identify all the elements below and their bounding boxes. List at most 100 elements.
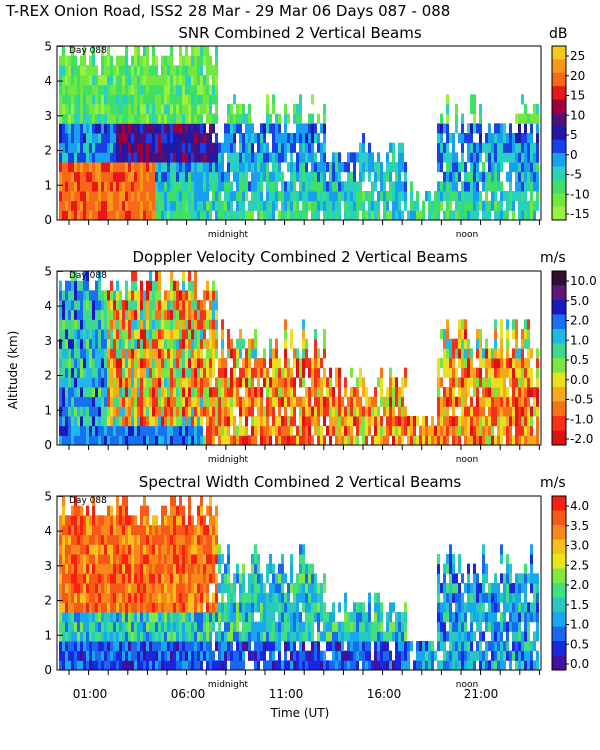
data-cell xyxy=(185,387,188,398)
data-cell xyxy=(515,162,518,173)
data-cell xyxy=(137,113,140,124)
data-cell xyxy=(197,592,200,603)
data-cell xyxy=(167,621,170,632)
data-cell xyxy=(278,425,281,436)
data-cell xyxy=(116,152,119,163)
data-cell xyxy=(320,200,323,211)
data-cell xyxy=(257,425,260,436)
data-cell xyxy=(74,367,77,378)
data-cell xyxy=(89,641,92,652)
data-cell xyxy=(206,319,209,330)
data-cell xyxy=(359,162,362,173)
data-cell xyxy=(206,65,209,76)
data-cell xyxy=(422,435,425,446)
data-cell xyxy=(59,152,62,163)
data-cell xyxy=(230,396,233,407)
data-cell xyxy=(149,396,152,407)
data-cell xyxy=(335,171,338,182)
data-cell xyxy=(107,171,110,182)
data-cell xyxy=(239,650,242,661)
data-cell xyxy=(170,84,173,95)
data-cell xyxy=(71,152,74,163)
data-cell xyxy=(191,563,194,574)
data-cell xyxy=(434,435,437,446)
data-cell xyxy=(317,641,320,652)
data-cell xyxy=(125,46,128,57)
data-cell xyxy=(152,592,155,603)
data-cell xyxy=(527,142,530,153)
data-cell xyxy=(200,631,203,642)
data-cell xyxy=(329,435,332,446)
data-cell xyxy=(173,300,176,311)
data-cell xyxy=(224,660,227,671)
data-cell xyxy=(137,406,140,417)
data-cell xyxy=(104,200,107,211)
data-cell xyxy=(68,300,71,311)
data-cell xyxy=(209,113,212,124)
data-cell xyxy=(98,525,101,536)
data-cell xyxy=(452,416,455,427)
data-cell xyxy=(290,641,293,652)
data-cell xyxy=(92,367,95,378)
data-cell xyxy=(260,583,263,594)
data-cell xyxy=(170,592,173,603)
data-cell xyxy=(86,133,89,144)
data-cell xyxy=(152,142,155,153)
data-cell xyxy=(218,602,221,613)
data-cell xyxy=(113,113,116,124)
data-cell xyxy=(128,181,131,192)
data-cell xyxy=(86,191,89,202)
data-cell xyxy=(239,191,242,202)
data-cell xyxy=(167,563,170,574)
data-cell xyxy=(215,75,218,86)
data-cell xyxy=(473,142,476,153)
data-cell xyxy=(62,133,65,144)
data-cell xyxy=(107,641,110,652)
data-cell xyxy=(266,631,269,642)
data-cell xyxy=(113,377,116,388)
data-cell xyxy=(347,612,350,623)
data-cell xyxy=(92,650,95,661)
data-cell xyxy=(446,191,449,202)
colorbar-swatch xyxy=(552,387,566,402)
data-cell xyxy=(320,425,323,436)
data-cell xyxy=(122,387,125,398)
data-cell xyxy=(245,641,248,652)
data-cell xyxy=(140,387,143,398)
data-cell xyxy=(266,573,269,584)
data-cell xyxy=(335,377,338,388)
data-cell xyxy=(107,309,110,320)
data-cell xyxy=(65,525,68,536)
data-cell xyxy=(293,171,296,182)
data-cell xyxy=(191,406,194,417)
x-marker-noon: noon xyxy=(456,455,478,465)
data-cell xyxy=(224,123,227,134)
data-cell xyxy=(239,113,242,124)
data-cell xyxy=(212,181,215,192)
data-cell xyxy=(104,329,107,340)
data-cell xyxy=(224,406,227,417)
data-cell xyxy=(254,631,257,642)
data-cell xyxy=(224,142,227,153)
data-cell xyxy=(185,621,188,632)
data-cell xyxy=(104,554,107,565)
data-cell xyxy=(284,435,287,446)
panel-title-snr: SNR Combined 2 Vertical Beams xyxy=(178,24,421,42)
data-cell xyxy=(83,544,86,555)
data-cell xyxy=(203,377,206,388)
data-cell xyxy=(293,113,296,124)
data-cell xyxy=(308,142,311,153)
data-cell xyxy=(527,406,530,417)
data-cell xyxy=(263,162,266,173)
data-cell xyxy=(182,65,185,76)
data-cell xyxy=(410,435,413,446)
data-cell xyxy=(230,113,233,124)
data-cell xyxy=(134,358,137,369)
data-cell xyxy=(233,660,236,671)
data-cell xyxy=(452,171,455,182)
data-cell xyxy=(86,65,89,76)
data-cell xyxy=(203,181,206,192)
data-cell xyxy=(365,660,368,671)
data-cell xyxy=(200,583,203,594)
data-cell xyxy=(125,123,128,134)
